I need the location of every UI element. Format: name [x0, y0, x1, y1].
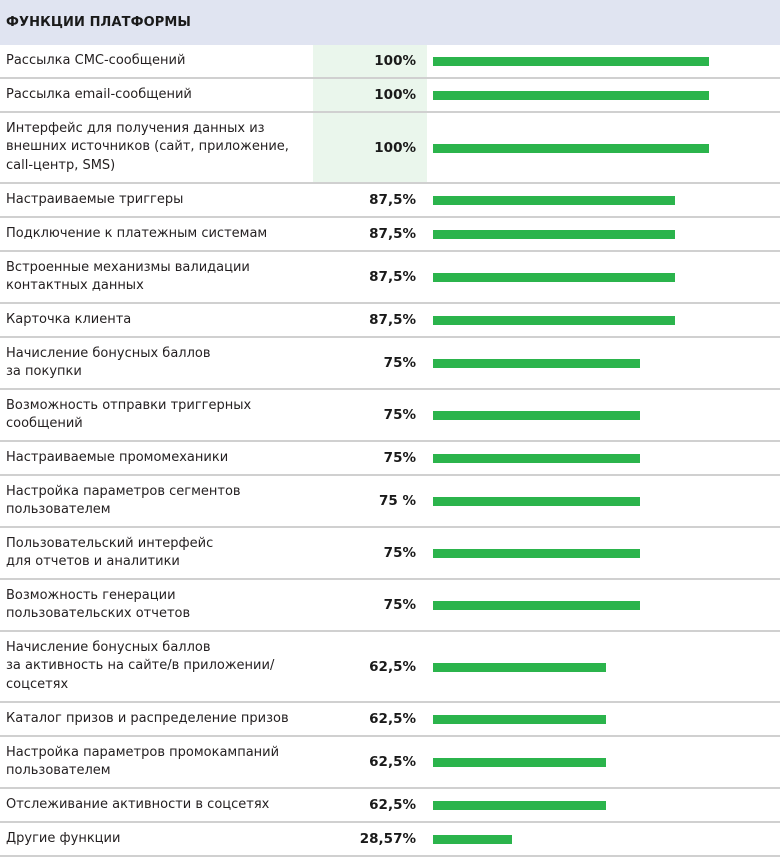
data-label: 75% [383, 597, 416, 613]
table-row: Настраиваемые промомеханики 75% [0, 442, 780, 476]
table-row: Начисление бонусных баллов за активность… [0, 632, 780, 703]
row-label: Начисление бонусных баллов за покупки [6, 345, 211, 380]
table-row: Подключение к платежным системам 87,5% [0, 218, 780, 252]
table-row: Пользовательский интерфейс для отчетов и… [0, 528, 780, 580]
bar [433, 758, 606, 767]
bar [433, 454, 640, 463]
bar-cell [427, 789, 780, 821]
bar-cell [427, 252, 780, 302]
bar-cell [427, 338, 780, 388]
data-label: 87,5% [369, 312, 416, 328]
table-row: Настройка параметров сегментов пользоват… [0, 476, 780, 528]
bar [433, 359, 640, 368]
row-label: Каталог призов и распределение призов [6, 710, 289, 726]
bar-cell [427, 580, 780, 630]
bar-cell [427, 528, 780, 578]
bar [433, 411, 640, 420]
table-row: Настройка параметров промокампаний польз… [0, 737, 780, 789]
data-label: 62,5% [369, 797, 416, 813]
bar-cell [427, 79, 780, 111]
table-body: Рассылка СМС-сообщений 100% Рассылка email… [0, 45, 780, 857]
chart-title: ФУНКЦИИ ПЛАТФОРМЫ [6, 15, 191, 30]
data-label: 75% [383, 407, 416, 423]
bar [433, 91, 709, 100]
table-row: Начисление бонусных баллов за покупки 75% [0, 338, 780, 390]
data-label: 62,5% [369, 754, 416, 770]
bar-cell [427, 390, 780, 440]
table-row: Карточка клиента 87,5% [0, 304, 780, 338]
table-row: Каталог призов и распределение призов 62,… [0, 703, 780, 737]
table-row: Настраиваемые триггеры 87,5% [0, 184, 780, 218]
bar-cell [427, 632, 780, 701]
bar-cell [427, 184, 780, 216]
data-label: 62,5% [369, 711, 416, 727]
data-label: 75% [383, 450, 416, 466]
bar-cell [427, 737, 780, 787]
row-label: Возможность генерации пользовательских о… [6, 587, 191, 622]
bar [433, 143, 709, 153]
data-label: 28,57% [359, 831, 416, 847]
table-header: ФУНКЦИИ ПЛАТФОРМЫ [0, 0, 780, 45]
row-label: Настройка параметров промокампаний польз… [6, 744, 280, 779]
bar-cell [427, 823, 780, 855]
row-label: Интерфейс для получения данных из внешни… [6, 120, 289, 173]
table-row: Возможность отправки триггерных сообщени… [0, 390, 780, 442]
bar-cell [427, 442, 780, 474]
data-label: 62,5% [369, 658, 416, 675]
row-label: Другие функции [6, 830, 121, 846]
data-label: 87,5% [369, 226, 416, 242]
table-row: Отслеживание активности в соцсетях 62,5% [0, 789, 780, 823]
data-label: 100% [313, 113, 427, 182]
row-label: Пользовательский интерфейс для отчетов и… [6, 535, 214, 570]
bar-cell [427, 476, 780, 526]
row-label: Начисление бонусных баллов за активность… [6, 639, 275, 692]
bar-cell [427, 113, 780, 182]
table-row: Рассылка email-сообщений 100% [0, 79, 780, 113]
table-row: Рассылка СМС-сообщений 100% [0, 45, 780, 79]
bar [433, 549, 640, 558]
row-label: Рассылка СМС-сообщений [6, 52, 186, 68]
data-label: 100% [313, 79, 427, 111]
row-label: Возможность отправки триггерных сообщени… [6, 397, 252, 432]
data-label: 100% [313, 45, 427, 77]
row-label: Карточка клиента [6, 311, 132, 327]
bar [433, 835, 512, 844]
bar [433, 715, 606, 724]
table-row: Другие функции 28,57% [0, 823, 780, 857]
data-label: 75% [383, 545, 416, 561]
bar [433, 662, 606, 672]
bar [433, 57, 709, 66]
row-label: Отслеживание активности в соцсетях [6, 796, 270, 812]
row-label: Встроенные механизмы валидации контактны… [6, 259, 250, 294]
bar [433, 273, 675, 282]
bar [433, 601, 640, 610]
bar-cell [427, 703, 780, 735]
bar [433, 316, 675, 325]
bar [433, 801, 606, 810]
bar-cell [427, 45, 780, 77]
bar-cell [427, 304, 780, 336]
table-row: Встроенные механизмы валидации контактны… [0, 252, 780, 304]
data-label: 87,5% [369, 192, 416, 208]
bar [433, 196, 675, 205]
row-label: Настройка параметров сегментов пользоват… [6, 483, 241, 518]
data-label: 75 % [378, 493, 416, 509]
row-label: Настраиваемые промомеханики [6, 449, 229, 465]
row-label: Подключение к платежным системам [6, 225, 268, 241]
data-label: 75% [383, 355, 416, 371]
bar [433, 230, 675, 239]
row-label: Рассылка email-сообщений [6, 86, 192, 102]
row-label: Настраиваемые триггеры [6, 191, 184, 207]
data-label: 87,5% [369, 269, 416, 285]
table-row: Возможность генерации пользовательских о… [0, 580, 780, 632]
bar [433, 497, 640, 506]
bar-cell [427, 218, 780, 250]
table-row: Интерфейс для получения данных из внешни… [0, 113, 780, 184]
